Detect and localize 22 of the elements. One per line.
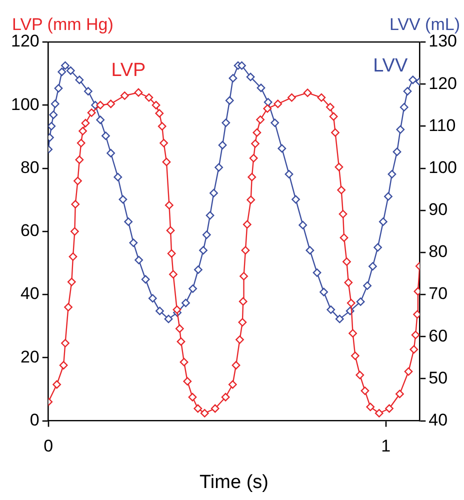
y2-tick-label: 100 bbox=[428, 158, 458, 177]
y-tick-label: 80 bbox=[20, 158, 40, 177]
y-tick-label: 40 bbox=[20, 284, 40, 304]
y2-tick-label: 40 bbox=[428, 410, 448, 430]
y2-tick-label: 70 bbox=[428, 284, 448, 304]
y2-tick-label: 120 bbox=[428, 74, 458, 93]
y2-axis-title: LVV (mL) bbox=[389, 15, 460, 34]
y2-tick-label: 50 bbox=[428, 368, 448, 388]
y-axis-title: LVP (mm Hg) bbox=[12, 15, 114, 34]
series-label: LVV bbox=[373, 55, 408, 76]
x-tick-label: 1 bbox=[381, 436, 391, 456]
y-tick-label: 120 bbox=[10, 32, 40, 51]
y-tick-label: 60 bbox=[20, 221, 40, 240]
x-axis-title: Time (s) bbox=[200, 472, 268, 493]
y-tick-label: 0 bbox=[30, 410, 40, 430]
y2-tick-label: 90 bbox=[428, 200, 448, 220]
series-label: LVP bbox=[111, 60, 146, 82]
y-tick-label: 100 bbox=[10, 94, 40, 114]
y2-tick-label: 80 bbox=[428, 242, 448, 262]
y2-tick-label: 60 bbox=[428, 326, 448, 346]
y2-tick-label: 110 bbox=[428, 116, 456, 135]
y-tick-label: 20 bbox=[20, 347, 40, 366]
